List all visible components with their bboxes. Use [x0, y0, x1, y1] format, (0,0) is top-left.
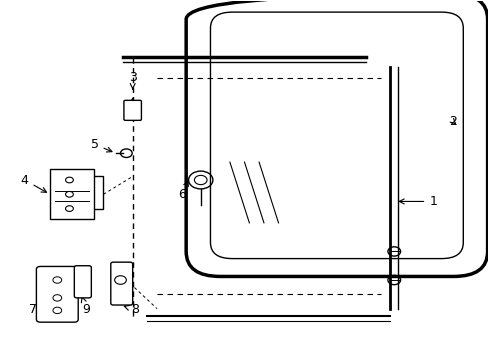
Text: 3: 3 [128, 71, 136, 89]
Text: 2: 2 [448, 114, 456, 127]
FancyBboxPatch shape [111, 262, 132, 305]
Text: 8: 8 [124, 303, 139, 316]
FancyBboxPatch shape [50, 169, 94, 219]
Text: 9: 9 [81, 297, 90, 316]
Text: 1: 1 [398, 195, 436, 208]
Text: 4: 4 [21, 174, 46, 192]
Text: 5: 5 [90, 138, 112, 152]
FancyBboxPatch shape [36, 266, 78, 322]
Text: 6: 6 [178, 181, 188, 201]
Text: 7: 7 [29, 303, 44, 317]
FancyBboxPatch shape [123, 100, 141, 120]
FancyBboxPatch shape [79, 176, 103, 208]
FancyBboxPatch shape [74, 266, 91, 298]
